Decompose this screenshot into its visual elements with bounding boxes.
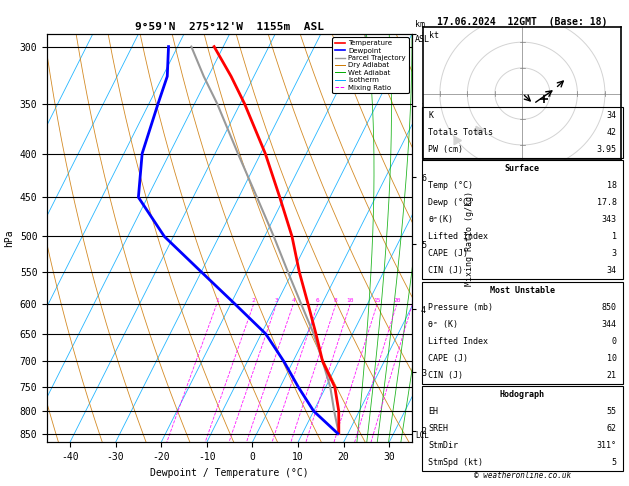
Text: 42: 42: [607, 128, 616, 137]
Text: 344: 344: [602, 320, 616, 329]
Text: 6: 6: [316, 298, 320, 303]
Text: 311°: 311°: [597, 441, 616, 451]
Text: 55: 55: [607, 407, 616, 417]
Text: EH: EH: [428, 407, 438, 417]
Text: Surface: Surface: [505, 164, 540, 174]
Text: StmDir: StmDir: [428, 441, 458, 451]
Text: Hodograph: Hodograph: [500, 390, 545, 399]
Text: 0: 0: [611, 337, 616, 346]
Text: 10: 10: [607, 354, 616, 363]
Text: Lifted Index: Lifted Index: [428, 232, 488, 242]
Text: Pressure (mb): Pressure (mb): [428, 303, 493, 312]
Text: 10: 10: [347, 298, 354, 303]
Text: 34: 34: [607, 266, 616, 276]
Text: θᵉ(K): θᵉ(K): [428, 215, 453, 225]
Text: 3: 3: [275, 298, 278, 303]
Text: 2: 2: [252, 298, 255, 303]
Text: LCL: LCL: [415, 431, 429, 440]
Title: 9°59'N  275°12'W  1155m  ASL: 9°59'N 275°12'W 1155m ASL: [135, 22, 324, 32]
Text: 343: 343: [602, 215, 616, 225]
Legend: Temperature, Dewpoint, Parcel Trajectory, Dry Adiabat, Wet Adiabat, Isotherm, Mi: Temperature, Dewpoint, Parcel Trajectory…: [332, 37, 408, 93]
Text: 850: 850: [602, 303, 616, 312]
Text: 21: 21: [607, 371, 616, 380]
Text: 17.8: 17.8: [597, 198, 616, 208]
Text: 18: 18: [607, 181, 616, 191]
Text: Totals Totals: Totals Totals: [428, 128, 493, 137]
Text: CIN (J): CIN (J): [428, 371, 463, 380]
Text: 3.95: 3.95: [597, 145, 616, 154]
Text: PW (cm): PW (cm): [428, 145, 463, 154]
Text: 1: 1: [214, 298, 218, 303]
Text: Lifted Index: Lifted Index: [428, 337, 488, 346]
Text: 15: 15: [374, 298, 381, 303]
Text: 1: 1: [611, 232, 616, 242]
Text: Temp (°C): Temp (°C): [428, 181, 473, 191]
Text: km: km: [415, 20, 425, 29]
Text: 8: 8: [334, 298, 338, 303]
Text: CAPE (J): CAPE (J): [428, 354, 468, 363]
Text: CAPE (J): CAPE (J): [428, 249, 468, 259]
Text: Most Unstable: Most Unstable: [490, 286, 555, 295]
Y-axis label: hPa: hPa: [4, 229, 14, 247]
Text: 4: 4: [291, 298, 295, 303]
Text: © weatheronline.co.uk: © weatheronline.co.uk: [474, 471, 571, 480]
X-axis label: Dewpoint / Temperature (°C): Dewpoint / Temperature (°C): [150, 468, 309, 478]
Text: 3: 3: [611, 249, 616, 259]
Text: CIN (J): CIN (J): [428, 266, 463, 276]
Text: ASL: ASL: [415, 35, 430, 44]
Y-axis label: Mixing Ratio (g/kg): Mixing Ratio (g/kg): [465, 191, 474, 286]
Text: 34: 34: [607, 111, 616, 120]
Text: 62: 62: [607, 424, 616, 434]
Text: kt: kt: [429, 31, 439, 40]
Text: Dewp (°C): Dewp (°C): [428, 198, 473, 208]
Text: θᵉ (K): θᵉ (K): [428, 320, 458, 329]
Text: SREH: SREH: [428, 424, 448, 434]
Text: 5: 5: [611, 458, 616, 468]
Text: 17.06.2024  12GMT  (Base: 18): 17.06.2024 12GMT (Base: 18): [437, 17, 608, 27]
Text: 20: 20: [393, 298, 401, 303]
Text: K: K: [428, 111, 433, 120]
Text: StmSpd (kt): StmSpd (kt): [428, 458, 483, 468]
